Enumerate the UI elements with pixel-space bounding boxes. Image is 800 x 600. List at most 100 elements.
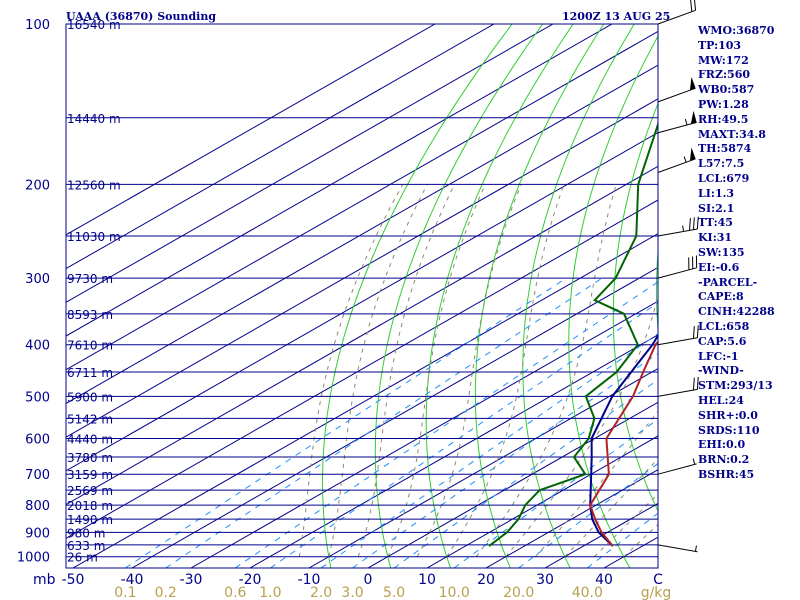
- wind-barb: [657, 216, 699, 237]
- pressure-tick-label: 300: [25, 272, 50, 287]
- pressure-tick-label: 400: [25, 339, 50, 354]
- mixing-ratio-line: [235, 281, 658, 568]
- temperature-tick-label: -50: [62, 572, 85, 588]
- height-label: 7610 m: [67, 339, 113, 353]
- mixing-ratio-line: [125, 277, 567, 568]
- dry-adiabat-line: [474, 24, 605, 568]
- height-label: 1490 m: [67, 513, 113, 527]
- wind-barb-staff: [657, 463, 697, 475]
- dry-adiabat-line: [522, 24, 635, 568]
- temperature-tick-label: 10: [418, 572, 436, 588]
- height-label: 11030 m: [67, 230, 121, 244]
- mixing-ratio-line: [320, 333, 658, 568]
- dry-adiabat-line: [374, 24, 544, 568]
- index-item: SRDS:110: [698, 423, 760, 437]
- wind-barb-feather: [692, 217, 695, 230]
- plot-area: [66, 24, 800, 568]
- index-item: CINH:42288: [698, 305, 775, 319]
- height-label: 8593 m: [67, 308, 113, 322]
- wind-barb-staff: [657, 337, 698, 346]
- moist-adiabat-line: [387, 184, 486, 557]
- mixing-ratio-label: 3.0: [341, 585, 363, 600]
- isotherm-line: [367, 401, 658, 568]
- index-item: WB0:587: [698, 83, 755, 97]
- isotherm-line: [66, 24, 495, 270]
- temperature-tick-label: -20: [239, 572, 262, 588]
- mixing-ratio-label: 2.0: [310, 585, 332, 600]
- mixing-ratio-label: g/kg: [641, 585, 672, 600]
- wind-barb: [657, 458, 697, 475]
- wind-barb: [657, 544, 698, 553]
- index-item: EHI:0.0: [698, 438, 746, 452]
- dry-adiabat-line: [568, 35, 658, 568]
- isotherm-line: [66, 24, 554, 303]
- wind-barb-staff: [657, 87, 696, 103]
- index-item: MAXT:34.8: [698, 127, 766, 141]
- isotherm-line: [66, 30, 658, 371]
- wind-barb-pennant: [690, 110, 697, 124]
- index-item: EI:-0.6: [698, 260, 740, 274]
- height-label: 26 m: [67, 551, 98, 565]
- height-label: 2569 m: [67, 484, 113, 498]
- index-item: SW:135: [698, 245, 745, 259]
- plot-frame: [65, 23, 659, 569]
- mixing-ratio-label: 20.0: [503, 585, 534, 600]
- mixing-ratio-label: 0.6: [224, 585, 246, 600]
- station-title: UAAA (36870) Sounding: [66, 10, 217, 23]
- height-label: 980 m: [67, 526, 105, 540]
- dry-adiabat-line: [779, 24, 800, 568]
- temperature-tick-label: -40: [121, 572, 144, 588]
- height-label: 3780 m: [67, 451, 113, 465]
- isotherm-line: [66, 165, 658, 506]
- wind-barb: [657, 76, 696, 103]
- index-item: LFC:-1: [698, 349, 739, 363]
- isotherm-line: [72, 233, 658, 568]
- height-label: 4440 m: [67, 433, 113, 447]
- wind-barb-feather: [694, 0, 697, 11]
- wind-barb-staff: [657, 388, 698, 397]
- isotherm-line: [308, 367, 658, 568]
- isotherm-line: [426, 435, 658, 568]
- mixing-ratio-label: 1.0: [259, 585, 281, 600]
- wind-barb-half-feather: [694, 545, 697, 552]
- pressure-tick-label: 900: [25, 526, 50, 541]
- dry-adiabat-line: [322, 24, 513, 568]
- height-label: 3159 m: [67, 468, 113, 482]
- mixing-ratio-line: [393, 379, 658, 568]
- wind-barb-feather: [689, 218, 691, 231]
- wind-barb-pennant: [689, 76, 696, 91]
- pressure-tick-label: 100: [25, 18, 50, 33]
- temperature-trace: [589, 340, 658, 547]
- wind-barb-half-feather: [683, 156, 687, 163]
- index-item: TH:5874: [698, 142, 752, 156]
- mixing-ratio-label: 0.1: [114, 585, 136, 600]
- pressure-tick-label: 700: [25, 468, 50, 483]
- index-item: SI:2.1: [698, 201, 735, 215]
- pressure-tick-label: 800: [25, 499, 50, 514]
- index-item: LCL:658: [698, 319, 750, 333]
- dry-adiabat-line: [612, 102, 658, 513]
- temperature-tick-label: -30: [180, 572, 203, 588]
- wind-barb: [657, 255, 698, 279]
- isotherm-line: [66, 24, 613, 337]
- wind-barb: [657, 147, 696, 173]
- index-item: TT:45: [698, 216, 733, 230]
- mixing-ratio-line: [518, 462, 658, 568]
- index-item: BSHR:45: [698, 467, 755, 481]
- wind-barb-staff: [657, 267, 697, 279]
- temperature-tick-label: C: [653, 572, 663, 588]
- pressure-unit-label: mb: [33, 572, 56, 588]
- index-item: RH:49.5: [698, 112, 749, 126]
- moist-adiabat-line: [593, 493, 658, 558]
- index-item: STM:293/13: [698, 379, 773, 393]
- height-label: 5900 m: [67, 390, 113, 404]
- height-label: 2018 m: [67, 499, 113, 513]
- wind-barb-feather: [692, 326, 695, 339]
- pressure-tick-label: 1000: [17, 551, 50, 566]
- index-item: WMO:36870: [698, 24, 775, 37]
- index-item: -PARCEL-: [698, 275, 758, 289]
- index-item: LI:1.3: [698, 186, 735, 200]
- wind-barb-staff: [657, 158, 696, 173]
- wind-barb-pennant: [689, 147, 696, 161]
- isotherm-line: [190, 300, 658, 568]
